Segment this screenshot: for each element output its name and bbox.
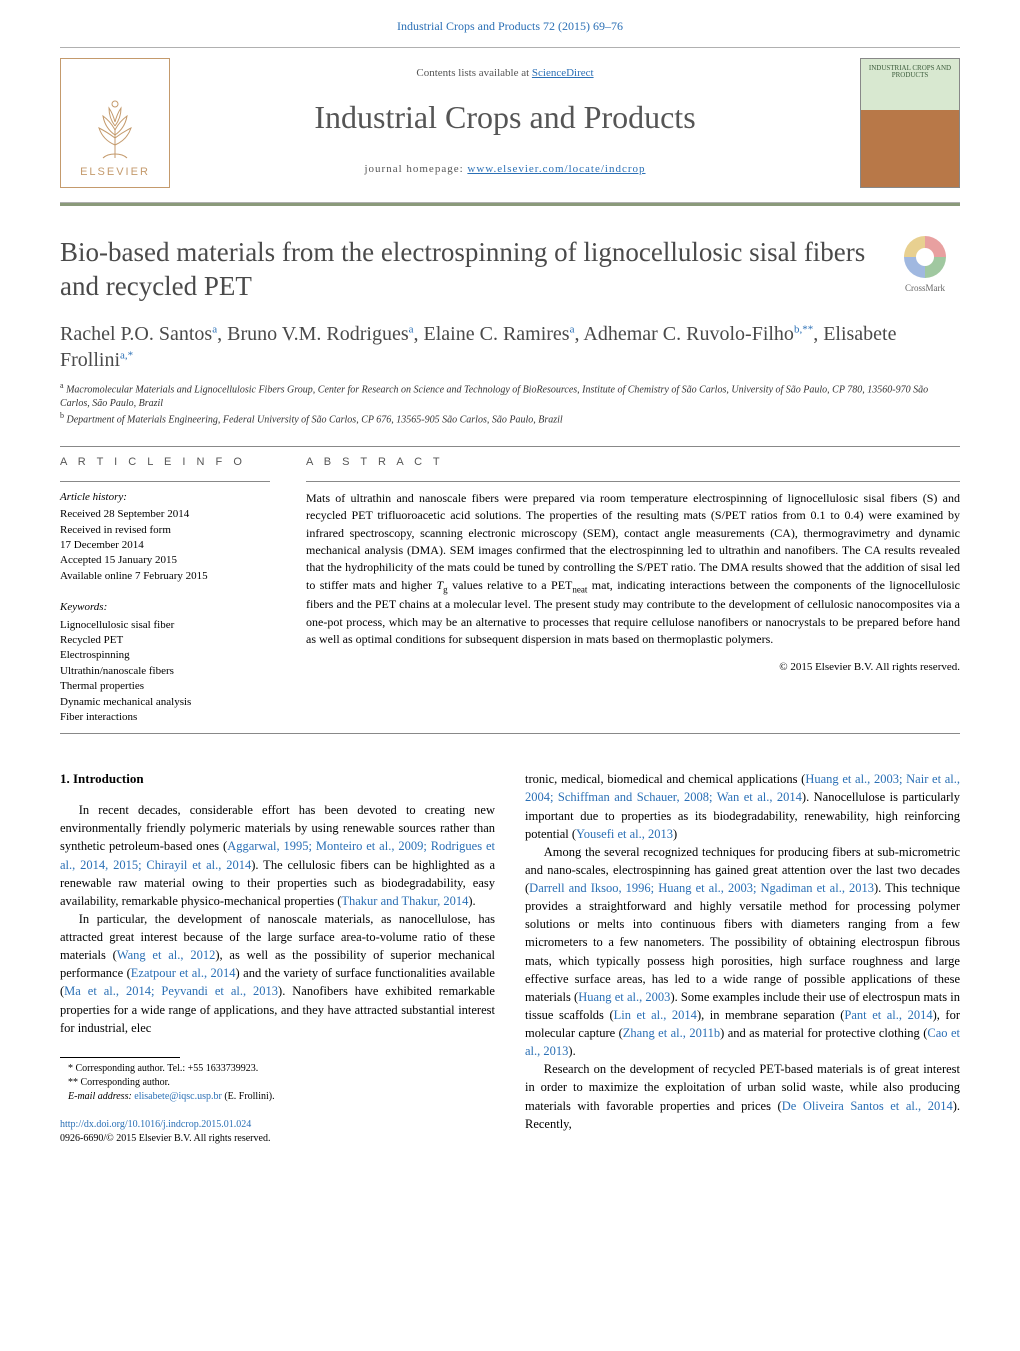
history-label: Article history: (60, 490, 270, 505)
keywords-label: Keywords: (60, 600, 270, 615)
article-title: Bio-based materials from the electrospin… (60, 236, 870, 304)
intro-para-3: tronic, medical, biomedical and chemical… (525, 770, 960, 843)
article-info-left: A R T I C L E I N F O Article history: R… (60, 455, 270, 725)
citation-link[interactable]: De Oliveira Santos et al., 2014 (782, 1099, 953, 1113)
body-columns: 1. Introduction In recent decades, consi… (60, 770, 960, 1146)
corresponding-1: * Corresponding author. Tel.: +55 163373… (60, 1062, 495, 1076)
article-info-row: A R T I C L E I N F O Article history: R… (60, 455, 960, 725)
cover-caption: INDUSTRIAL CROPS AND PRODUCTS (861, 65, 959, 80)
citation-link[interactable]: Zhang et al., 2011b (623, 1026, 720, 1040)
citation-link[interactable]: Ma et al., 2014; Peyvandi et al., 2013 (64, 984, 278, 998)
sciencedirect-link[interactable]: ScienceDirect (532, 67, 594, 79)
running-head: Industrial Crops and Products 72 (2015) … (0, 0, 1020, 47)
citation-link[interactable]: Darrell and Iksoo, 1996; Huang et al., 2… (529, 881, 874, 895)
homepage-link[interactable]: www.elsevier.com/locate/indcrop (467, 163, 645, 175)
crossmark-label: CrossMark (905, 283, 945, 293)
keywords-list: Lignocellulosic sisal fiberRecycled PETE… (60, 618, 270, 726)
journal-cover-thumbnail[interactable]: INDUSTRIAL CROPS AND PRODUCTS (860, 58, 960, 188)
contents-prefix: Contents lists available at (416, 67, 531, 79)
info-bottom-rule (60, 733, 960, 734)
email-line: E-mail address: elisabete@iqsc.usp.br (E… (60, 1090, 495, 1104)
abstract-text: Mats of ultrathin and nanoscale fibers w… (306, 490, 960, 649)
author-list: Rachel P.O. Santosa, Bruno V.M. Rodrigue… (60, 321, 960, 373)
journal-title: Industrial Crops and Products (190, 95, 820, 140)
masthead: ELSEVIER Contents lists available at Sci… (0, 48, 1020, 198)
affiliations: a Macromolecular Materials and Lignocell… (60, 381, 960, 426)
doi-link[interactable]: http://dx.doi.org/10.1016/j.indcrop.2015… (60, 1119, 251, 1130)
info-top-rule (60, 446, 960, 447)
citation-link[interactable]: Pant et al., 2014 (844, 1008, 932, 1022)
citation-link[interactable]: Huang et al., 2003 (578, 990, 670, 1004)
affiliation-b: b Department of Materials Engineering, F… (60, 411, 960, 427)
history-list: Received 28 September 2014Received in re… (60, 507, 270, 584)
article-info-heading: A R T I C L E I N F O (60, 455, 270, 470)
email-link[interactable]: elisabete@iqsc.usp.br (134, 1091, 222, 1102)
footnote-rule (60, 1057, 180, 1058)
contents-line: Contents lists available at ScienceDirec… (190, 66, 820, 81)
abstract-top-rule (306, 481, 960, 482)
issn-copyright: 0926-6690/© 2015 Elsevier B.V. All right… (60, 1132, 495, 1147)
introduction-heading: 1. Introduction (60, 770, 495, 789)
info-left-rule (60, 481, 270, 482)
doi-block: http://dx.doi.org/10.1016/j.indcrop.2015… (60, 1118, 495, 1147)
corresponding-2: ** Corresponding author. (60, 1076, 495, 1090)
homepage-prefix: journal homepage: (364, 163, 467, 175)
intro-para-2: In particular, the development of nanosc… (60, 910, 495, 1037)
citation-link[interactable]: Wang et al., 2012 (117, 948, 216, 962)
publisher-name: ELSEVIER (80, 165, 150, 180)
intro-para-1: In recent decades, considerable effort h… (60, 801, 495, 910)
keywords-block: Keywords: Lignocellulosic sisal fiberRec… (60, 600, 270, 725)
masthead-center: Contents lists available at ScienceDirec… (190, 58, 820, 178)
intro-para-4: Among the several recognized techniques … (525, 843, 960, 1061)
abstract-copyright: © 2015 Elsevier B.V. All rights reserved… (306, 660, 960, 675)
footnotes: * Corresponding author. Tel.: +55 163373… (60, 1062, 495, 1104)
affiliation-a: a Macromolecular Materials and Lignocell… (60, 381, 960, 410)
footnote-block: * Corresponding author. Tel.: +55 163373… (60, 1057, 495, 1147)
citation-link[interactable]: Ezatpour et al., 2014 (131, 966, 236, 980)
homepage-line: journal homepage: www.elsevier.com/locat… (190, 162, 820, 177)
crossmark-icon (904, 236, 946, 278)
publisher-logo[interactable]: ELSEVIER (60, 58, 170, 188)
citation-link[interactable]: Thakur and Thakur, 2014 (341, 894, 468, 908)
abstract-heading: A B S T R A C T (306, 455, 960, 470)
article: Bio-based materials from the electrospin… (0, 236, 1020, 1147)
abstract-block: A B S T R A C T Mats of ultrathin and na… (306, 455, 960, 725)
citation-link[interactable]: Yousefi et al., 2013 (576, 827, 673, 841)
masthead-bottom-rule (60, 202, 960, 206)
title-row: Bio-based materials from the electrospin… (60, 236, 960, 304)
crossmark-widget[interactable]: CrossMark (890, 236, 960, 295)
citation-link[interactable]: Lin et al., 2014 (614, 1008, 697, 1022)
elsevier-tree-icon (80, 85, 150, 165)
intro-para-5: Research on the development of recycled … (525, 1060, 960, 1133)
